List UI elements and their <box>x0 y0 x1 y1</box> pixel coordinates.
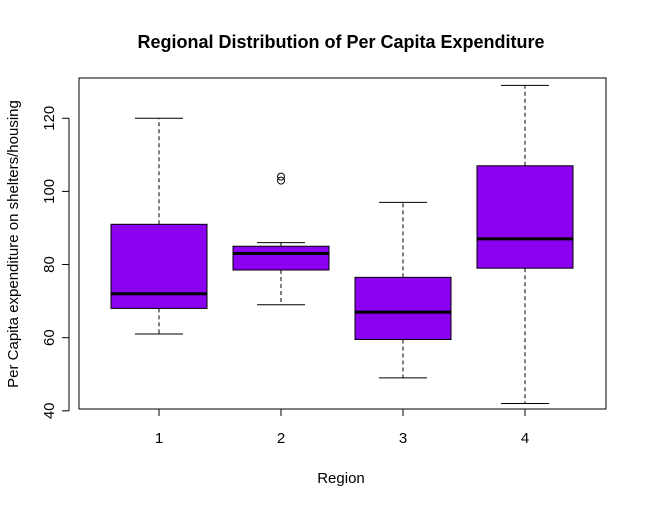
x-tick-label: 4 <box>521 430 529 447</box>
box-group-region-4 <box>476 84 574 405</box>
box-iqr <box>232 245 330 271</box>
x-tick-label: 1 <box>155 430 163 447</box>
y-tick-label: 100 <box>41 179 58 204</box>
y-tick-label: 40 <box>41 402 58 419</box>
y-tick-label: 80 <box>41 256 58 273</box>
chart-title: Regional Distribution of Per Capita Expe… <box>137 32 544 52</box>
box-group-region-2 <box>232 172 330 306</box>
box-iqr <box>354 276 452 341</box>
outlier-point <box>277 176 285 185</box>
box-iqr <box>110 223 208 309</box>
x-tick-label: 3 <box>399 430 407 447</box>
outlier-point <box>277 172 285 181</box>
y-tick-label: 60 <box>41 329 58 346</box>
box-group-region-1 <box>110 117 208 335</box>
y-tick-label: 120 <box>41 106 58 131</box>
y-axis-label: Per Capita expenditure on shelters/housi… <box>5 100 22 388</box>
box-group-region-3 <box>354 201 452 379</box>
x-tick-label: 2 <box>277 430 285 447</box>
x-axis-label: Region <box>317 470 365 487</box>
box-iqr <box>476 165 574 269</box>
